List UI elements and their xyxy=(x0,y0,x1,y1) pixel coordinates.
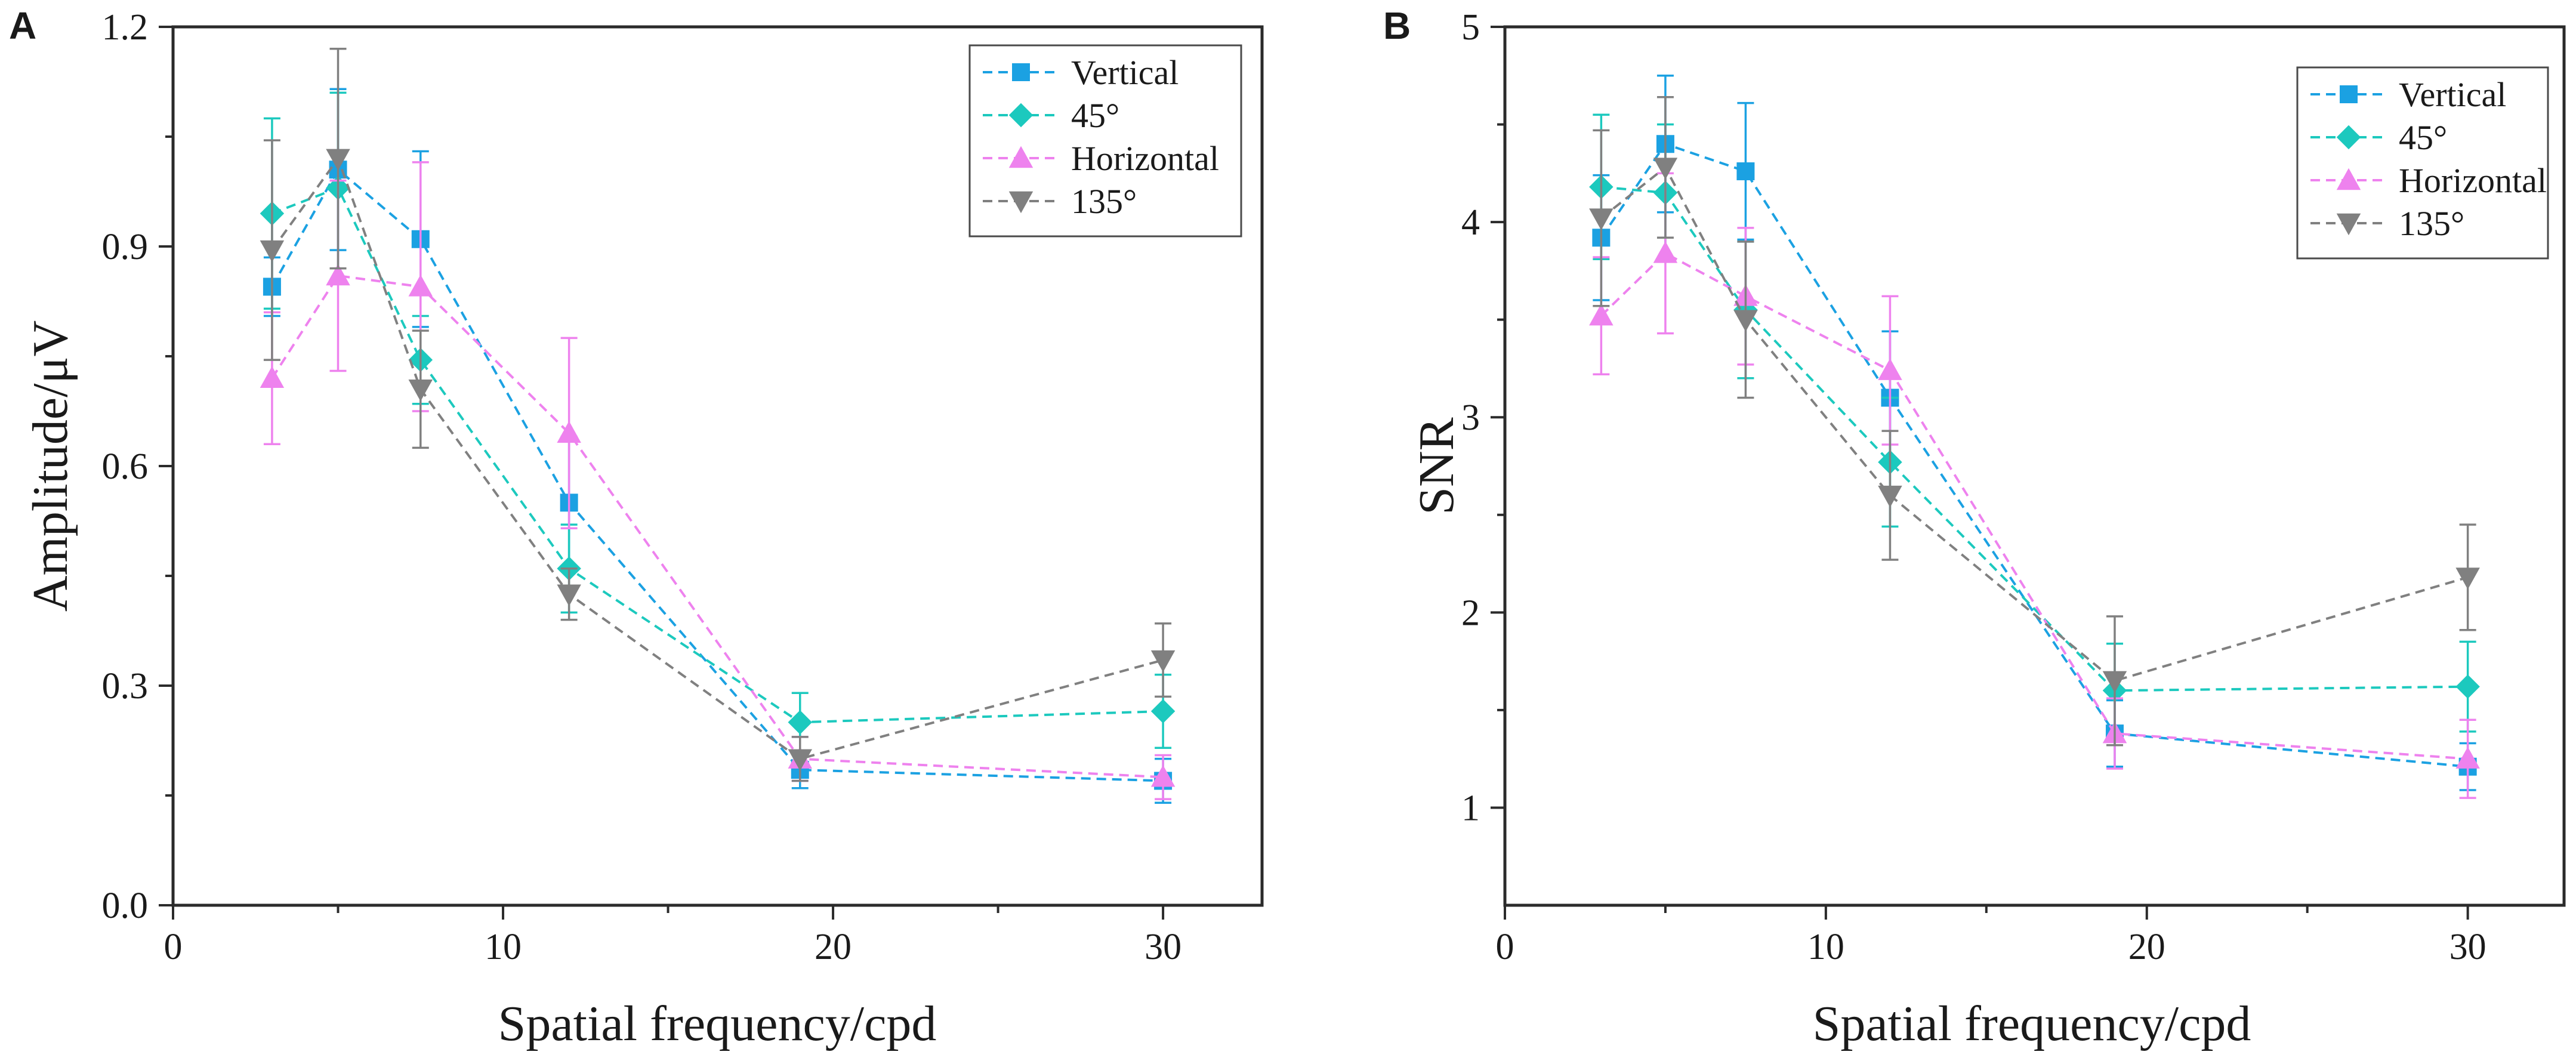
panel-b-x-tick-label: 20 xyxy=(2128,927,2165,967)
panel-b-series-horizontal-point xyxy=(1653,241,1678,263)
panel-b-y-tick-label: 3 xyxy=(1461,397,1480,438)
panel-a-legend: Vertical 45° Horizontal 135° xyxy=(968,44,1242,238)
panel-b-series-horizontal-point xyxy=(1589,303,1614,326)
panel-b-series-135deg-point xyxy=(1589,208,1614,230)
panel-a-y-tick-label: 0.0 xyxy=(102,886,149,926)
panel-b-series-horizontal xyxy=(1589,172,2480,799)
panel-b-series-135deg-point xyxy=(1733,310,1758,332)
panel-b-series-horizontal-point xyxy=(1878,358,1902,380)
panel-a-series-135deg xyxy=(260,48,1176,782)
panel-b-series-45deg-point xyxy=(2455,674,2480,699)
panel-b-y-tick-label: 1 xyxy=(1461,788,1480,828)
panel-b-x-axis-label: Spatial frequency/cpd xyxy=(1813,996,2251,1051)
panel-a-legend-entry-marker xyxy=(1008,146,1034,168)
panel-b-legend-entry-marker xyxy=(2336,213,2361,236)
panel-a-series-135deg-point xyxy=(326,149,350,171)
panel-b-series-layer xyxy=(1589,75,2480,799)
panel-b: B 0 10 20 30 1 2 3 4 5 Spatial frequency/cpd SNR… xyxy=(1383,4,2566,1051)
panel-a-y-tick-label: 0.6 xyxy=(102,446,149,487)
panel-a-x-tick-label: 20 xyxy=(815,927,852,967)
panel-b-series-vertical-point xyxy=(1736,162,1755,181)
panel-a-series-45deg-point xyxy=(1150,699,1176,724)
panel-a: A 0 10 20 30 0.0 0.3 0.6 0.9 1.2 Spatial frequen… xyxy=(9,4,1264,1051)
panel-a-y-tick-label: 0.3 xyxy=(102,666,149,707)
panel-b-axes: 0 10 20 30 1 2 3 4 5 xyxy=(1461,7,2486,967)
panel-a-letter: A xyxy=(9,4,36,47)
panel-a-series-135deg-line xyxy=(271,156,1164,760)
panel-b-legend-entry-label: Vertical xyxy=(2399,75,2506,114)
panel-a-series-horizontal-point xyxy=(260,366,285,388)
panel-b-series-135deg-point xyxy=(2102,671,2127,693)
panel-b-series-135deg-point xyxy=(1878,485,1902,508)
panel-a-series-horizontal-point xyxy=(408,275,433,297)
panel-a-x-tick-label: 30 xyxy=(1144,927,1181,967)
panel-a-series-vertical-line xyxy=(271,168,1164,782)
panel-a-legend-entry-label: Vertical xyxy=(1071,53,1179,92)
panel-a-y-axis-label: Amplitude/μV xyxy=(23,320,78,612)
panel-b-y-tick-label: 5 xyxy=(1461,7,1480,48)
panel-b-series-horizontal-line xyxy=(1600,251,2468,760)
panel-b-y-tick-label: 4 xyxy=(1461,202,1480,243)
panel-a-x-tick-label: 10 xyxy=(485,927,522,967)
panel-b-x-tick-label: 0 xyxy=(1496,927,1514,967)
panel-b-series-135deg-point xyxy=(2455,568,2480,590)
panel-a-series-45deg-line xyxy=(272,186,1164,724)
panel-a-series-135deg-point xyxy=(1150,650,1176,673)
panel-a-legend-entry-label: 135° xyxy=(1071,182,1137,221)
panel-b-y-tick-label: 2 xyxy=(1461,593,1480,633)
panel-b-legend-entry-label: 45° xyxy=(2399,118,2447,157)
panel-a-series-45deg-point xyxy=(788,710,813,735)
panel-b-legend-entry-marker xyxy=(2336,168,2361,190)
panel-b-legend-entries: Vertical 45° Horizontal 135° xyxy=(2310,75,2547,243)
panel-b-series-135deg-point xyxy=(1653,158,1678,180)
panel-b-plot-frame xyxy=(1503,25,2566,907)
panel-b-legend-entry-label: Horizontal xyxy=(2399,161,2547,200)
panel-b-legend-entry-marker xyxy=(2336,125,2361,150)
panel-a-series-horizontal-point xyxy=(1150,765,1176,787)
panel-b-y-axis-label: SNR xyxy=(1409,417,1464,514)
panel-a-legend-entry-marker xyxy=(1008,191,1034,214)
panel-b-x-tick-label: 30 xyxy=(2449,927,2486,967)
panel-a-legend-entries: Vertical 45° Horizontal 135° xyxy=(983,53,1219,221)
panel-a-series-layer xyxy=(260,48,1176,804)
panel-a-legend-entry-marker xyxy=(1008,103,1034,128)
panel-a-legend-entry-label: Horizontal xyxy=(1071,139,1219,178)
panel-a-series-horizontal xyxy=(260,161,1176,800)
panel-b-series-135deg-line xyxy=(1600,165,2469,683)
panel-b-legend-entry-marker xyxy=(2340,85,2358,103)
panel-a-legend-entry-marker xyxy=(1012,63,1030,81)
panel-a-series-135deg-point xyxy=(260,240,285,263)
panel-a-series-135deg-point xyxy=(408,380,433,402)
panel-a-series-horizontal-point xyxy=(557,421,581,443)
panel-a-legend-entry-label: 45° xyxy=(1071,96,1119,135)
panel-a-y-tick-label: 0.9 xyxy=(102,227,149,267)
panel-a-series-135deg-point xyxy=(788,749,813,771)
panel-b-legend-box xyxy=(2296,66,2549,260)
panel-b-legend: Vertical 45° Horizontal 135° xyxy=(2296,66,2549,260)
panel-a-y-tick-label: 1.2 xyxy=(102,7,149,48)
panel-b-letter: B xyxy=(1383,4,1411,47)
panel-b-x-tick-label: 10 xyxy=(1807,927,1844,967)
panel-a-x-tick-label: 0 xyxy=(164,927,183,967)
panel-b-series-135deg xyxy=(1589,96,2480,747)
panel-a-series-horizontal-point xyxy=(326,263,350,286)
panel-a-x-axis-label: Spatial frequency/cpd xyxy=(498,996,937,1051)
panel-b-series-horizontal-point xyxy=(2455,747,2480,769)
panel-a-series-horizontal-line xyxy=(271,274,1164,779)
panel-a-series-135deg-point xyxy=(557,584,581,606)
panel-a-axes: 0 10 20 30 0.0 0.3 0.6 0.9 1.2 xyxy=(102,7,1182,967)
panel-b-legend-entry-label: 135° xyxy=(2399,204,2464,243)
